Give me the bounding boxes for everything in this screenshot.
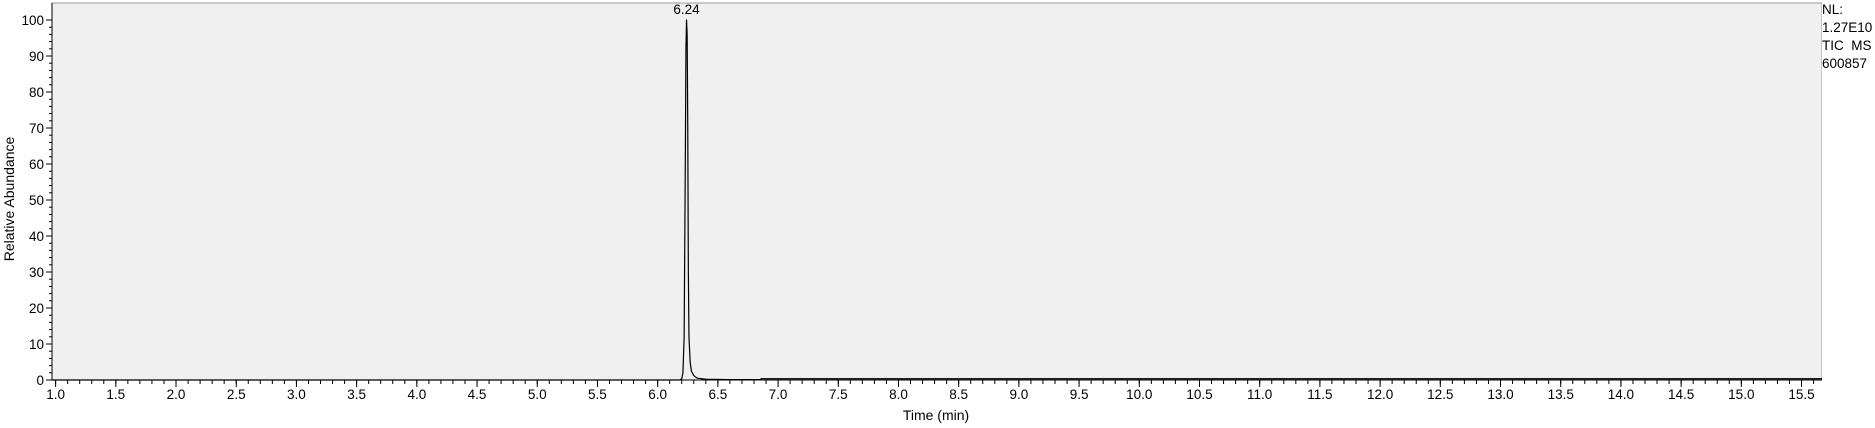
y-tick-label: 80 (29, 85, 44, 100)
y-tick-label: 90 (29, 49, 44, 64)
x-tick-label: 4.0 (407, 387, 426, 402)
series-group (52, 19, 1822, 381)
x-tick-label: 10.5 (1186, 387, 1212, 402)
x-tick-label: 13.5 (1548, 387, 1574, 402)
y-tick-label: 70 (29, 121, 44, 136)
x-tick-label: 9.0 (1009, 387, 1028, 402)
y-tick-label: 50 (29, 193, 44, 208)
x-tick-label: 6.5 (708, 387, 727, 402)
x-tick-label: 1.0 (46, 387, 65, 402)
annotations: 6.24 (673, 2, 700, 17)
axis-ticks (46, 19, 1815, 387)
chromatogram-chart: 1.0 1.5 2.0 2.5 3.0 3.5 4.0 4.5 5.0 5.5 6.0 6.5 7.0 7… (1, 2, 1822, 423)
y-axis-title: Relative Abundance (1, 137, 17, 262)
x-tick-label: 12.5 (1427, 387, 1453, 402)
y-tick-label: 60 (29, 157, 44, 172)
nl-value: 1.27E10 (1822, 20, 1873, 35)
x-tick-label: 5.0 (528, 387, 547, 402)
y-tick-label: 100 (21, 13, 44, 28)
peak-label: 6.24 (673, 2, 700, 17)
x-tick-label: 14.5 (1668, 387, 1694, 402)
y-tick-label: 30 (29, 265, 44, 280)
x-tick-label: 5.5 (588, 387, 607, 402)
x-tick-label: 9.5 (1070, 387, 1089, 402)
x-tick-label: 1.5 (106, 387, 125, 402)
x-tick-label: 2.5 (227, 387, 246, 402)
x-tick-label: 7.0 (769, 387, 788, 402)
x-tick-label: 11.0 (1247, 387, 1272, 402)
axis-tick-labels: 1.0 1.5 2.0 2.5 3.0 3.5 4.0 4.5 5.0 5.5 6.0 6.5 7.0 7… (21, 13, 1814, 402)
series-line (52, 19, 1822, 381)
x-tick-label: 8.5 (949, 387, 968, 402)
trace-label: TIC MS (1822, 38, 1872, 53)
x-tick-label: 10.0 (1126, 387, 1152, 402)
y-tick-label: 20 (29, 301, 44, 316)
x-tick-label: 14.0 (1608, 387, 1634, 402)
x-axis-title: Time (min) (903, 407, 969, 423)
normalization-info: NL: 1.27E10 TIC MS 600857 (1822, 1, 1872, 73)
x-tick-label: 8.0 (889, 387, 908, 402)
file-id: 600857 (1822, 56, 1868, 71)
x-tick-label: 15.5 (1788, 387, 1814, 402)
x-tick-label: 3.0 (287, 387, 306, 402)
x-tick-label: 6.0 (648, 387, 667, 402)
y-tick-label: 40 (29, 229, 44, 244)
nl-label: NL: (1822, 2, 1844, 17)
x-tick-label: 7.5 (829, 387, 848, 402)
x-tick-label: 12.0 (1367, 387, 1393, 402)
x-tick-label: 11.5 (1307, 387, 1332, 402)
x-tick-label: 15.0 (1728, 387, 1754, 402)
x-tick-label: 3.5 (347, 387, 366, 402)
x-tick-label: 2.0 (167, 387, 186, 402)
plot-area (51, 2, 1822, 381)
x-tick-label: 4.5 (468, 387, 487, 402)
x-tick-label: 13.0 (1487, 387, 1513, 402)
y-tick-label: 0 (36, 373, 44, 388)
y-tick-label: 10 (29, 337, 44, 352)
